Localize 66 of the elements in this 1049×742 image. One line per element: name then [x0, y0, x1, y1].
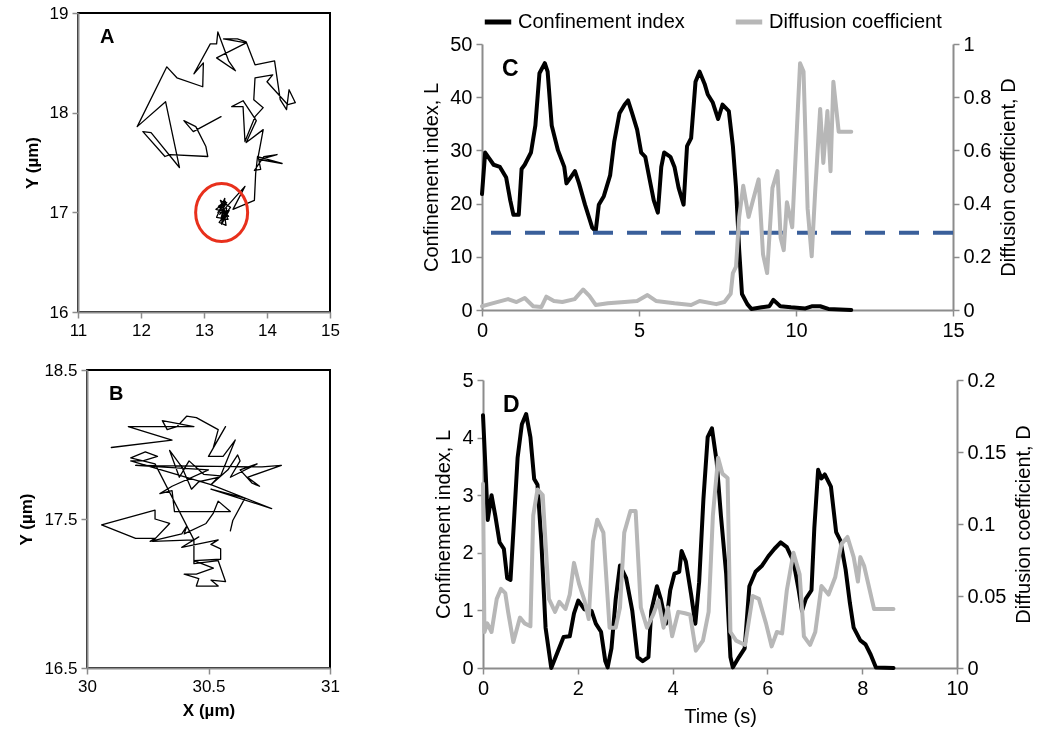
annotation: C: [502, 55, 519, 81]
y-axis-title: Y (µm): [22, 137, 42, 189]
legend-label: Diffusion coefficient: [769, 10, 943, 32]
y2-tick-label: 0.2: [967, 368, 996, 391]
y-axis-title: Y (µm): [17, 493, 37, 546]
annotation: A: [100, 25, 115, 47]
x-tick-label: 10: [785, 318, 808, 341]
y-tick-label: 5: [462, 368, 474, 391]
legend-label: Confinement index: [518, 10, 685, 32]
y-axis-title: Confinement index, L: [432, 429, 455, 620]
y-tick-label: 0: [461, 298, 473, 321]
y-tick-label: 40: [450, 85, 473, 108]
y2-axis-title: Diffusion coefficient, D: [997, 78, 1020, 277]
annotation: D: [503, 391, 520, 417]
y-tick-label: 20: [450, 192, 473, 215]
x-tick-label: 10: [946, 676, 969, 699]
y-tick-label: 16.5: [44, 658, 78, 678]
line-series: [481, 455, 896, 653]
y2-tick-label: 0: [967, 656, 979, 679]
x-tick-label: 0: [477, 676, 490, 699]
y2-tick-label: 0.8: [963, 85, 992, 108]
x-tick-label: 0: [476, 318, 489, 341]
x-tick-label: 11: [69, 320, 88, 340]
y-tick-label: 10: [450, 245, 473, 268]
line-series: [136, 31, 296, 226]
x-axis-title: Time (s): [684, 704, 757, 727]
y2-tick-label: 0: [963, 298, 975, 321]
y2-tick-label: 0.4: [963, 192, 992, 215]
x-tick-label: 6: [762, 676, 774, 699]
x-tick-label: 31: [321, 676, 340, 696]
x-tick-label: 14: [258, 320, 277, 340]
y-tick-label: 16: [49, 302, 69, 322]
y2-tick-label: 0.1: [967, 512, 996, 535]
y-tick-label: 18.5: [44, 360, 78, 380]
x-tick-label: 5: [633, 318, 646, 341]
y-tick-label: 3: [462, 483, 474, 506]
x-tick-label: 4: [667, 676, 679, 699]
x-tick-label: 30.5: [192, 676, 226, 696]
y-tick-label: 4: [462, 426, 474, 449]
y-tick-label: 1: [462, 598, 474, 621]
x-tick-label: 13: [195, 320, 214, 340]
y-tick-label: 18: [49, 103, 69, 123]
x-axis-title: X (µm): [182, 700, 236, 720]
x-tick-label: 15: [321, 320, 340, 340]
y-tick-label: 17: [49, 202, 69, 222]
x-tick-label: 12: [132, 320, 151, 340]
y2-tick-label: 0.6: [963, 138, 992, 161]
y-tick-label: 50: [450, 32, 473, 55]
y2-tick-label: 0.2: [963, 245, 992, 268]
x-tick-label: 8: [857, 676, 869, 699]
y2-tick-label: 0.05: [967, 584, 1007, 607]
y2-tick-label: 1: [963, 32, 975, 55]
x-tick-label: 2: [572, 676, 584, 699]
y2-axis-title: Diffusion coefficient, D: [1012, 425, 1035, 624]
x-tick-label: 30: [78, 676, 97, 696]
y-tick-label: 2: [462, 541, 474, 564]
y-tick-label: 0: [462, 656, 474, 679]
line-series: [481, 411, 896, 670]
y2-tick-label: 0.15: [967, 440, 1007, 463]
x-tick-label: 15: [942, 318, 965, 341]
y-tick-label: 17.5: [44, 509, 78, 529]
y-axis-title: Confinement index, L: [420, 82, 443, 273]
annotation: B: [109, 382, 124, 404]
y-tick-label: 19: [49, 3, 69, 23]
y-tick-label: 30: [450, 138, 473, 161]
line-series: [100, 415, 283, 587]
